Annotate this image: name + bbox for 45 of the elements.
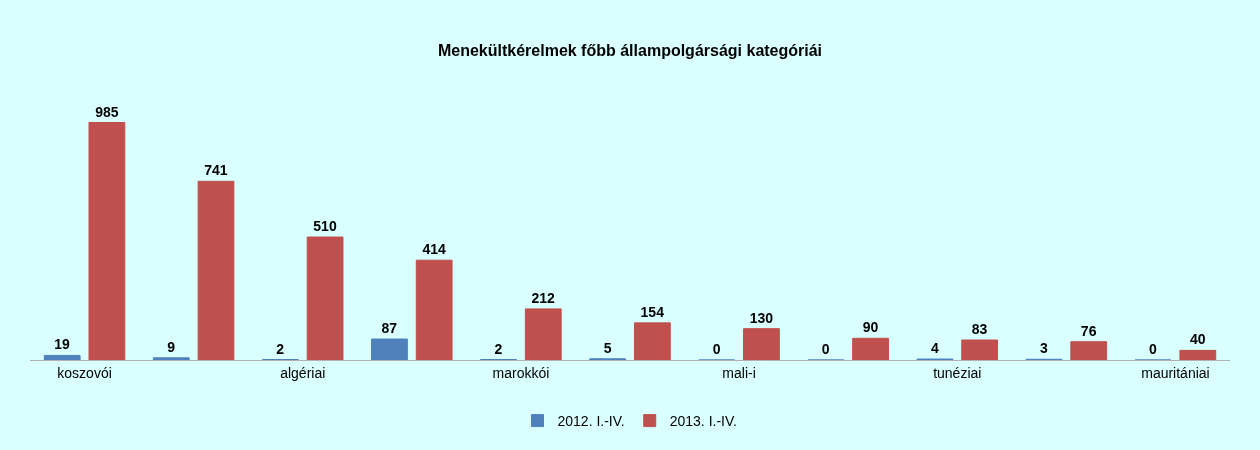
data-label: 0: [821, 341, 830, 357]
data-label: 87: [381, 320, 398, 337]
data-label: 414: [422, 241, 446, 258]
data-label: 9: [167, 338, 176, 355]
bar: [743, 328, 780, 360]
legend-label: 2013. I.-IV.: [669, 413, 737, 430]
data-label: 4: [930, 340, 939, 357]
x-tick-label: koszovói: [57, 364, 112, 381]
bar: [852, 337, 889, 360]
bar: [152, 357, 190, 360]
x-tick-label: marokkói: [492, 364, 550, 381]
data-label: 76: [1080, 322, 1097, 339]
bar: [1179, 349, 1217, 360]
data-label: 2: [276, 340, 285, 357]
bar: [1070, 341, 1108, 360]
data-label: 741: [204, 162, 228, 179]
data-label: 19: [54, 336, 71, 353]
x-tick-label: mali-i: [722, 364, 756, 381]
data-label: 0: [712, 341, 721, 357]
data-label: 2: [494, 340, 503, 357]
data-label: 3: [1040, 340, 1048, 357]
bar: [371, 338, 408, 360]
data-label: 40: [1189, 331, 1206, 348]
data-label: 130: [749, 309, 774, 326]
bar: [961, 339, 999, 360]
data-label: 985: [95, 103, 119, 120]
bar: [88, 122, 126, 360]
x-tick-label: tunéziai: [933, 364, 982, 381]
x-tick-label: algériai: [280, 364, 326, 381]
data-label: 5: [603, 339, 612, 356]
data-label: 90: [862, 319, 879, 336]
data-label: 154: [640, 303, 665, 320]
data-label: 0: [1149, 341, 1158, 357]
chart-title: Menekültkérelmek főbb állampolgársági kategóriái: [437, 42, 823, 60]
data-label: 83: [971, 320, 988, 337]
bar: [43, 354, 81, 360]
bar: [197, 180, 235, 360]
data-label: 212: [531, 289, 556, 306]
bar: [415, 259, 453, 360]
bar: [306, 236, 344, 360]
bar: [524, 308, 562, 360]
legend-label: 2012. I.-IV.: [557, 413, 625, 430]
x-tick-label: mauritániai: [1141, 364, 1210, 381]
bar: [633, 322, 671, 360]
data-label: 510: [313, 218, 337, 235]
